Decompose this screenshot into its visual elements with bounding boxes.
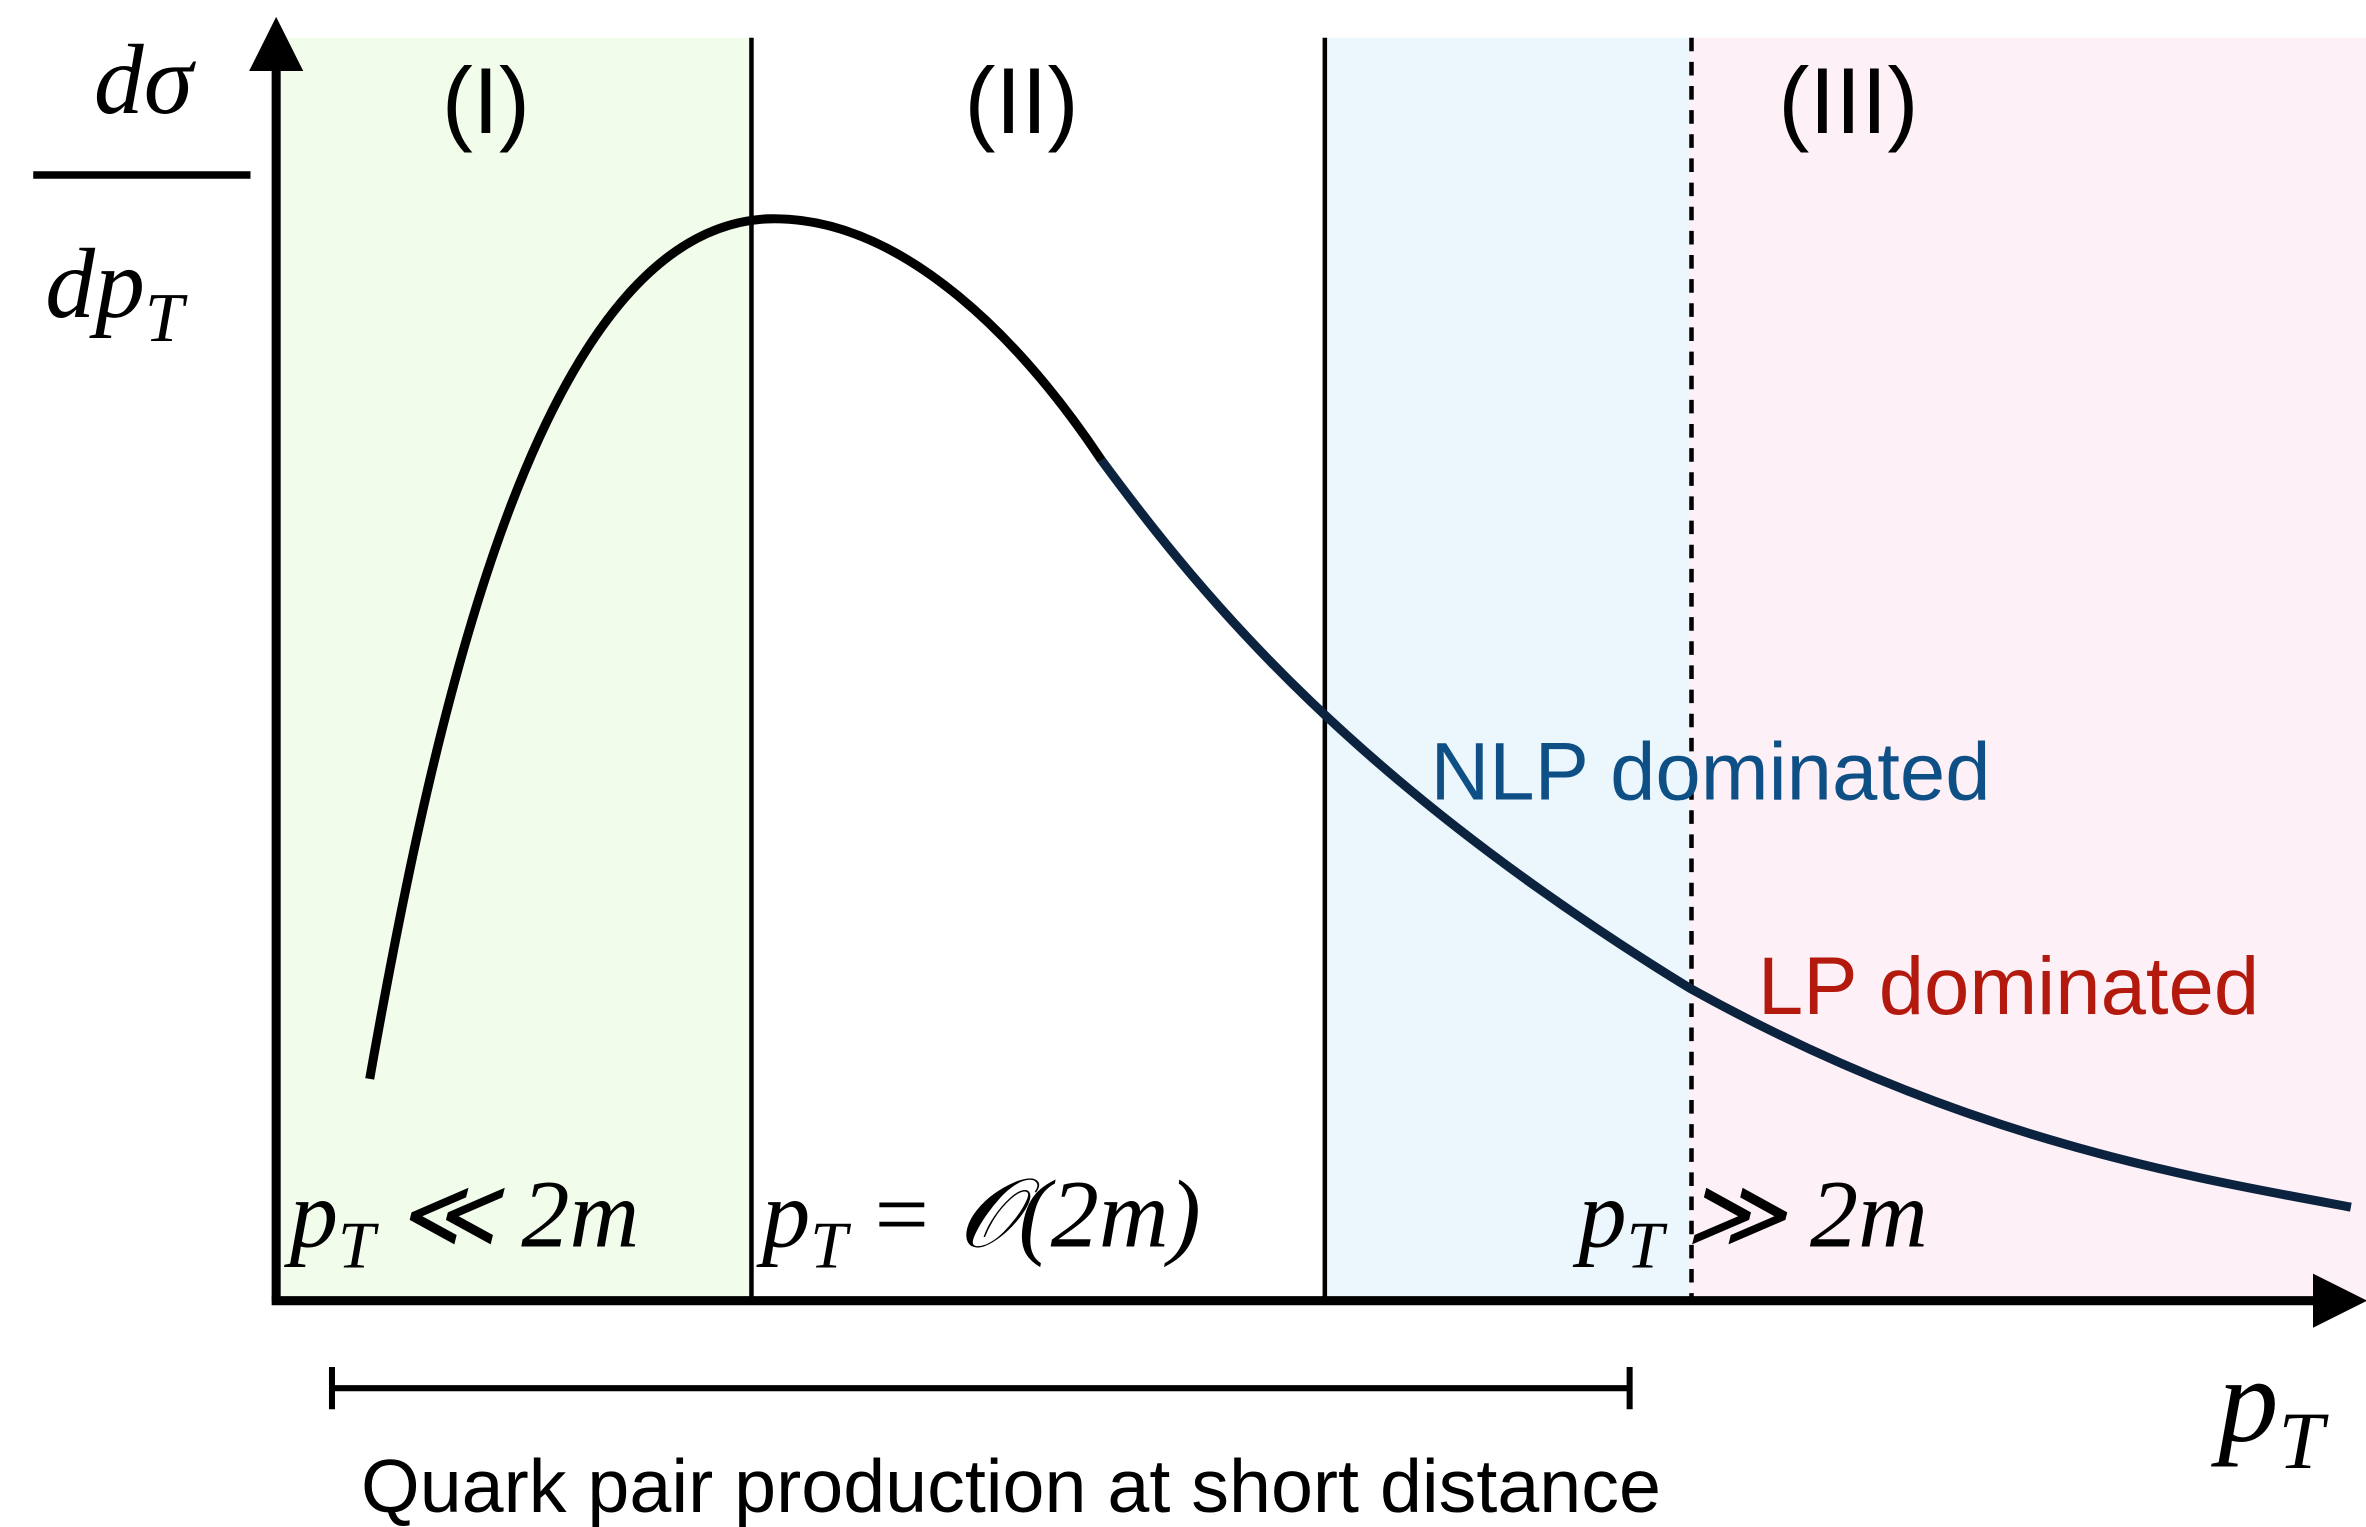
y-label-den: dpT bbox=[45, 228, 188, 357]
condition: pT ≪ 2m bbox=[284, 1160, 640, 1282]
cond-base: p bbox=[284, 1160, 338, 1267]
y-label-den-main: dp bbox=[45, 228, 145, 339]
condition: pT ≫ 2m bbox=[1572, 1160, 1928, 1282]
cond-sub: T bbox=[810, 1209, 851, 1282]
region-lp-bg bbox=[1689, 37, 2366, 1301]
cond-sub: T bbox=[1627, 1209, 1668, 1282]
cond-base: p bbox=[1572, 1160, 1626, 1267]
region-label: (I) bbox=[442, 48, 530, 153]
lp-label: LP dominated bbox=[1758, 941, 2259, 1032]
region-label: (II) bbox=[964, 48, 1078, 153]
region-label: (III) bbox=[1778, 48, 1918, 153]
region-i-bg bbox=[276, 37, 752, 1301]
x-label-sub: T bbox=[2278, 1395, 2329, 1486]
cond-rest: = 𝒪(2m) bbox=[868, 1160, 1200, 1267]
condition: pT = 𝒪(2m) bbox=[756, 1160, 1201, 1282]
x-label-base: p bbox=[2210, 1334, 2278, 1468]
y-label-den-sub: T bbox=[145, 280, 188, 357]
range-bar-label: Quark pair production at short distance bbox=[361, 1444, 1661, 1527]
curve bbox=[365, 214, 1106, 1080]
region-nlp-bg bbox=[1324, 37, 1690, 1301]
curve bbox=[1097, 457, 2352, 1212]
y-label-num: dσ bbox=[94, 24, 197, 135]
x-label: pT bbox=[2210, 1334, 2329, 1486]
cond-base: p bbox=[756, 1160, 810, 1267]
nlp-label: NLP dominated bbox=[1430, 727, 1990, 818]
cond-sub: T bbox=[338, 1209, 379, 1282]
cond-rest: ≫ 2m bbox=[1685, 1160, 1928, 1267]
cond-rest: ≪ 2m bbox=[396, 1160, 639, 1267]
